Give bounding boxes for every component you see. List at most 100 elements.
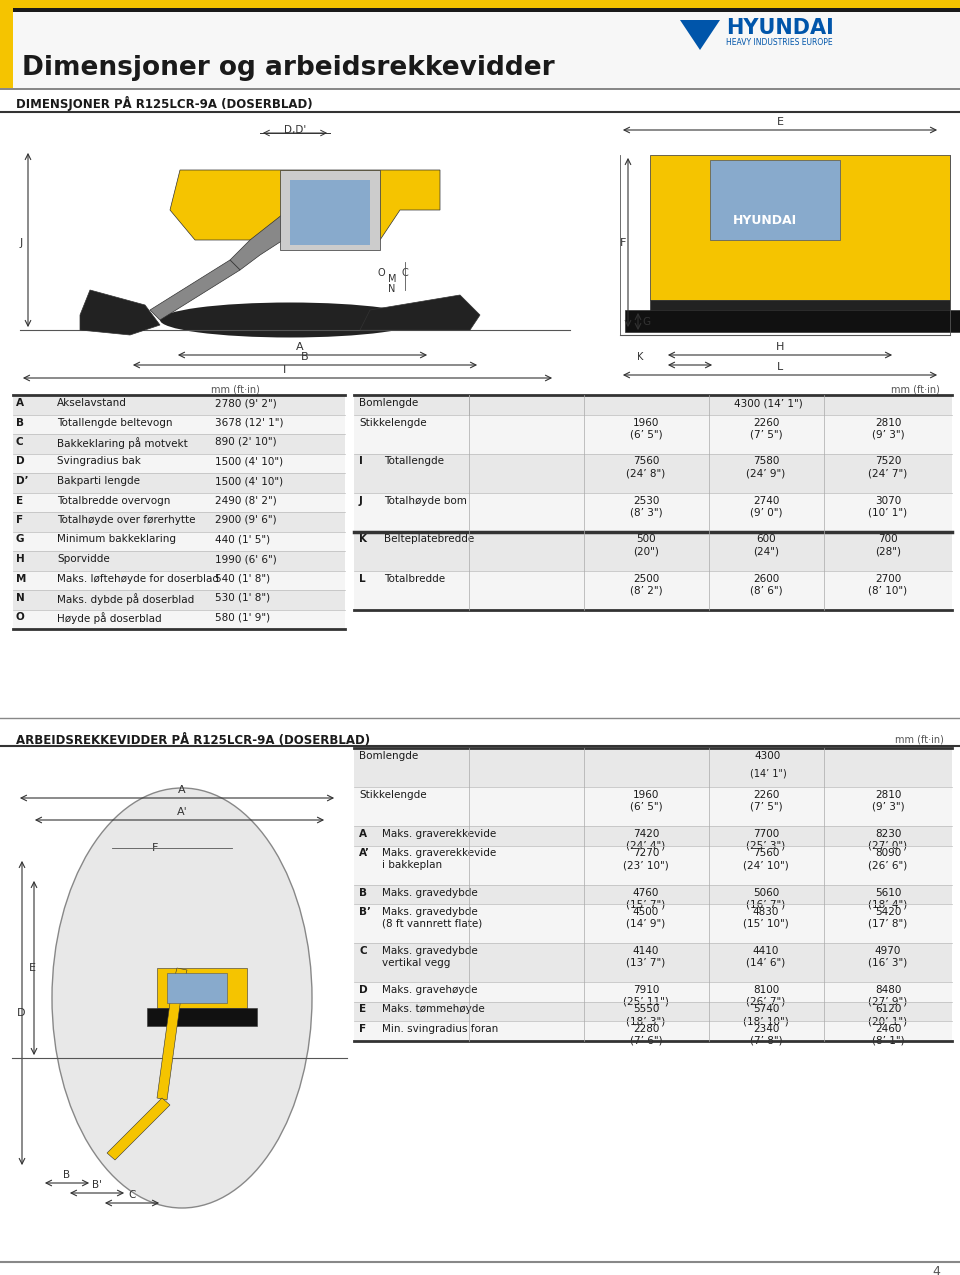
Bar — [0, 0, 13, 88]
Text: K: K — [359, 534, 367, 544]
Text: Bomlengde: Bomlengde — [359, 398, 419, 408]
Text: 8230
(27’ 0"): 8230 (27’ 0") — [869, 829, 907, 850]
Text: 2600
(8’ 6"): 2600 (8’ 6") — [750, 574, 782, 595]
Text: Maks. tømmehøyde: Maks. tømmehøyde — [382, 1005, 485, 1015]
Text: Maks. løftehøyde for doserblad: Maks. løftehøyde for doserblad — [57, 574, 219, 584]
Bar — [354, 1021, 952, 1040]
Text: Høyde på doserblad: Høyde på doserblad — [57, 612, 161, 625]
Text: Min. svingradius foran: Min. svingradius foran — [382, 1024, 498, 1034]
Text: 8090
(26’ 6"): 8090 (26’ 6") — [869, 848, 907, 870]
Text: Maks. gravedybde: Maks. gravedybde — [382, 887, 478, 898]
Text: Stikkelengde: Stikkelengde — [359, 417, 426, 427]
Text: Totallengde: Totallengde — [384, 456, 444, 467]
Bar — [157, 968, 247, 1009]
Text: ARBEIDSREKKEVIDDER PÅ R125LCR-9A (DOSERBLAD): ARBEIDSREKKEVIDDER PÅ R125LCR-9A (DOSERB… — [16, 734, 371, 747]
Bar — [13, 551, 345, 570]
Bar — [13, 473, 345, 492]
Text: Stikkelengde: Stikkelengde — [359, 790, 426, 799]
Bar — [354, 454, 952, 492]
Text: 2280
(7’ 6"): 2280 (7’ 6") — [630, 1024, 662, 1046]
Text: Totallengde beltevogn: Totallengde beltevogn — [57, 417, 173, 427]
Bar — [354, 845, 952, 885]
Bar — [13, 454, 345, 473]
Text: M: M — [388, 274, 396, 284]
Text: G: G — [642, 317, 650, 326]
Bar — [13, 492, 345, 513]
Bar — [625, 310, 960, 332]
Bar — [354, 982, 952, 1001]
Text: E: E — [16, 496, 23, 505]
Text: A: A — [359, 829, 367, 839]
Polygon shape — [170, 170, 440, 240]
Bar — [0, 0, 960, 8]
Bar — [13, 395, 345, 414]
Text: A: A — [297, 342, 303, 352]
Text: L: L — [777, 362, 783, 372]
Text: 8100
(26’ 7"): 8100 (26’ 7") — [746, 986, 785, 1006]
Text: 600
(24"): 600 (24") — [753, 534, 779, 556]
Text: 1500 (4' 10"): 1500 (4' 10") — [215, 456, 283, 467]
Text: 4970
(16’ 3"): 4970 (16’ 3") — [869, 946, 907, 968]
Text: 5060
(16’ 7"): 5060 (16’ 7") — [746, 887, 785, 909]
Text: 8480
(27’ 9"): 8480 (27’ 9") — [869, 986, 907, 1006]
Text: 700
(28"): 700 (28") — [875, 534, 901, 556]
Text: 440 (1' 5"): 440 (1' 5") — [215, 534, 270, 544]
Bar — [354, 748, 952, 787]
Bar — [13, 590, 345, 609]
Bar — [13, 609, 345, 629]
Text: 2900 (9' 6"): 2900 (9' 6") — [215, 515, 276, 525]
Bar — [354, 944, 952, 982]
Text: F: F — [620, 238, 626, 249]
Bar — [280, 170, 380, 250]
Text: H: H — [16, 555, 25, 564]
Text: D: D — [17, 1009, 26, 1017]
Text: B: B — [63, 1170, 71, 1179]
Text: 5610
(18’ 4"): 5610 (18’ 4") — [869, 887, 907, 909]
Bar — [354, 414, 952, 454]
Text: 4300: 4300 — [755, 751, 781, 761]
Text: A: A — [16, 398, 24, 408]
Text: Totalbredde: Totalbredde — [384, 574, 445, 584]
Text: HYUNDAI: HYUNDAI — [726, 18, 833, 38]
Text: B: B — [16, 417, 24, 427]
Bar — [13, 0, 960, 88]
Text: N: N — [388, 284, 396, 295]
Text: 7270
(23’ 10"): 7270 (23’ 10") — [623, 848, 669, 870]
Text: B': B' — [92, 1179, 102, 1190]
Ellipse shape — [52, 788, 312, 1207]
Text: 1990 (6' 6"): 1990 (6' 6") — [215, 555, 276, 564]
Text: 1960
(6’ 5"): 1960 (6’ 5") — [630, 417, 662, 439]
Bar — [13, 434, 345, 454]
Text: 2460
(8’ 1"): 2460 (8’ 1") — [872, 1024, 904, 1046]
Text: 500
(20"): 500 (20") — [633, 534, 659, 556]
Text: Belteplatebredde: Belteplatebredde — [384, 534, 474, 544]
Bar — [13, 570, 345, 590]
Text: Maks. gravehøyde: Maks. gravehøyde — [382, 986, 477, 994]
Text: K: K — [636, 352, 643, 362]
Text: 3678 (12' 1"): 3678 (12' 1") — [215, 417, 283, 427]
Text: L: L — [359, 574, 366, 584]
Text: 2810
(9’ 3"): 2810 (9’ 3") — [872, 790, 904, 812]
Text: mm (ft·in): mm (ft·in) — [895, 734, 944, 745]
Bar — [354, 492, 952, 532]
Bar — [13, 414, 345, 434]
Text: D: D — [359, 986, 368, 994]
Text: 4760
(15’ 7"): 4760 (15’ 7") — [626, 887, 665, 909]
Text: 7560
(24’ 8"): 7560 (24’ 8") — [626, 456, 665, 478]
Text: Totalhøyde over førerhytte: Totalhøyde over førerhytte — [57, 515, 196, 525]
Text: 5420
(17’ 8"): 5420 (17’ 8") — [869, 907, 907, 928]
Text: 4140
(13’ 7"): 4140 (13’ 7") — [626, 946, 665, 968]
Bar — [147, 1009, 257, 1026]
Bar — [13, 513, 345, 532]
Text: Totalhøyde bom: Totalhøyde bom — [384, 496, 467, 505]
Text: 1500 (4' 10"): 1500 (4' 10") — [215, 476, 283, 486]
Text: Svingradius bak: Svingradius bak — [57, 456, 141, 467]
Polygon shape — [680, 20, 720, 50]
Text: Bakparti lengde: Bakparti lengde — [57, 476, 140, 486]
Bar — [650, 156, 950, 300]
Text: 4830
(15’ 10"): 4830 (15’ 10") — [743, 907, 789, 928]
Text: C: C — [129, 1190, 135, 1200]
Text: F: F — [152, 843, 158, 853]
Bar — [354, 395, 952, 414]
Text: F: F — [16, 515, 23, 525]
